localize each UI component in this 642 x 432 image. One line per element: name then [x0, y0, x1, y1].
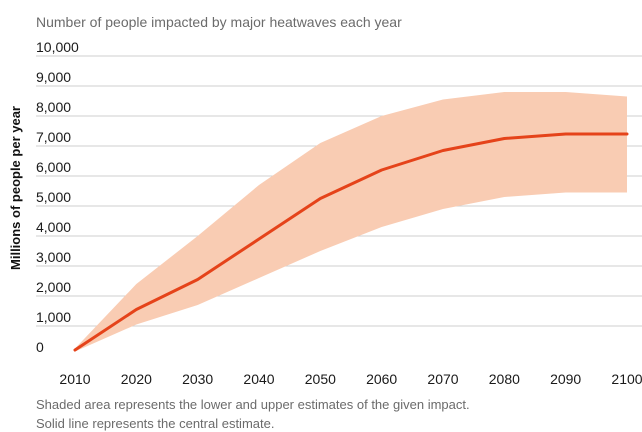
y-tick-labels: 0 1,000 2,000 3,000 4,000 5,000 6,000 7,000 8,00…: [36, 39, 79, 355]
note-solid-line: Solid line represents the central estima…: [36, 416, 274, 431]
y-tick-label: 1,000: [36, 309, 71, 325]
x-tick-label: 2070: [427, 371, 458, 387]
y-tick-label: 4,000: [36, 219, 71, 235]
x-tick-label: 2020: [121, 371, 152, 387]
x-tick-label: 2060: [366, 371, 397, 387]
chart-title: Number of people impacted by major heatw…: [36, 14, 402, 30]
x-tick-label: 2040: [243, 371, 274, 387]
y-tick-label: 3,000: [36, 249, 71, 265]
y-tick-label: 5,000: [36, 189, 71, 205]
note-shaded-area: Shaded area represents the lower and upp…: [36, 397, 470, 412]
x-tick-labels: 2010 2020 2030 2040 2050 2060 2070 2080 2090 2100: [59, 371, 642, 387]
x-tick-label: 2010: [59, 371, 90, 387]
y-tick-label: 6,000: [36, 159, 71, 175]
x-tick-label: 2030: [182, 371, 213, 387]
x-tick-label: 2100: [611, 371, 642, 387]
central-estimate-line: [73, 132, 629, 352]
estimate-band-layer: [75, 92, 627, 352]
y-tick-label: 0: [36, 339, 44, 355]
y-tick-label: 2,000: [36, 279, 71, 295]
x-tick-label: 2080: [489, 371, 520, 387]
x-tick-label: 2090: [550, 371, 581, 387]
y-tick-label: 10,000: [36, 39, 79, 55]
y-tick-label: 9,000: [36, 69, 71, 85]
y-tick-label: 8,000: [36, 99, 71, 115]
estimate-range-band: [75, 92, 627, 352]
y-axis-label: Millions of people per year: [8, 106, 23, 270]
x-tick-label: 2050: [305, 371, 336, 387]
central-line-layer: [73, 132, 629, 352]
y-tick-label: 7,000: [36, 129, 71, 145]
